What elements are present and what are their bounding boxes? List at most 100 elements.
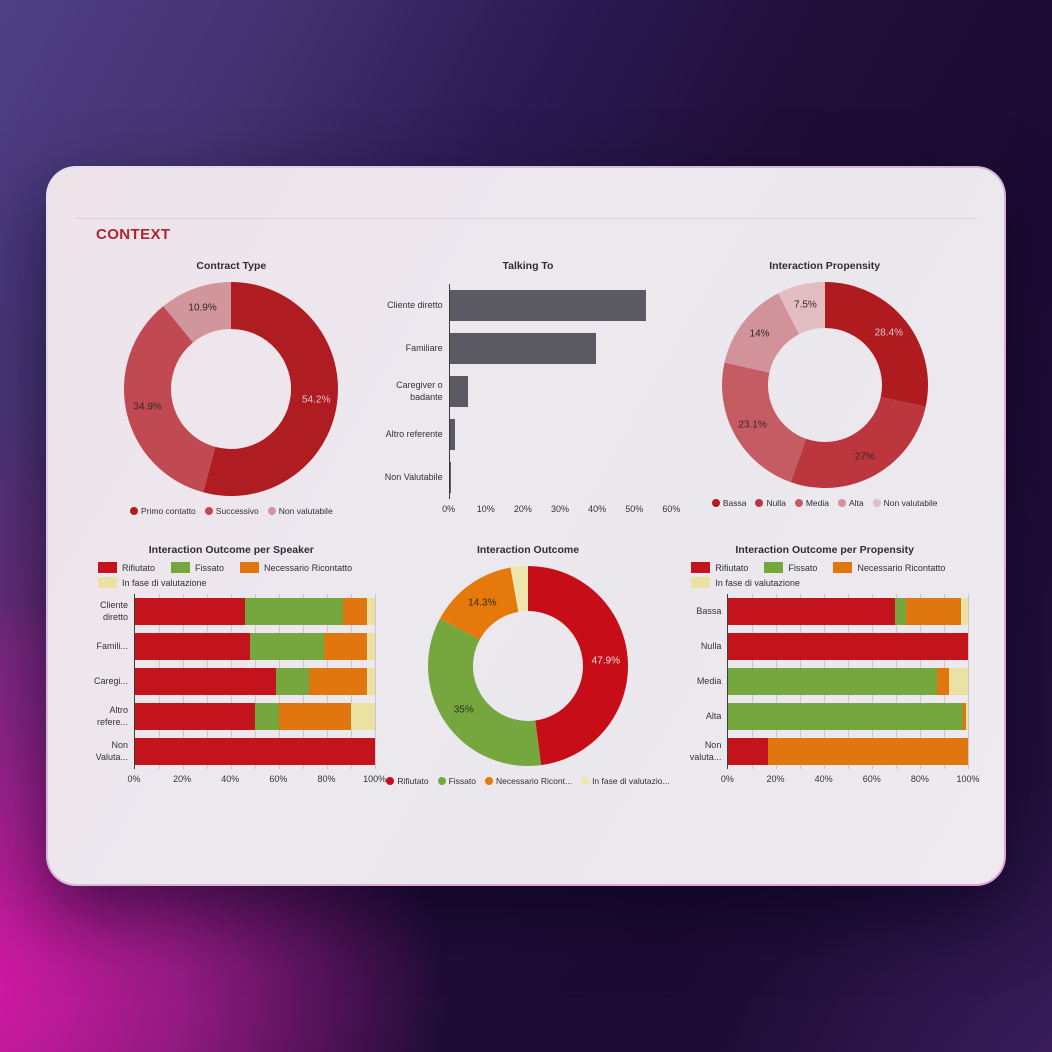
legend-swatch-icon	[171, 562, 191, 573]
bar-segment	[728, 598, 895, 625]
stacked-bar-chart: Cliente diretto Famili... Caregi... Altro r…	[88, 594, 386, 786]
gridline	[967, 594, 969, 769]
chart-title: Contract Type	[196, 260, 267, 272]
bar-segment	[135, 598, 246, 625]
axis-tick-label: 20%	[173, 774, 192, 784]
legend-dot-icon	[755, 499, 764, 507]
axis-tick-label: 60%	[662, 504, 681, 514]
legend-label: Necessario Ricont...	[496, 776, 573, 786]
bar-row	[135, 629, 375, 664]
bar-segment	[367, 633, 375, 660]
header-divider	[74, 218, 978, 219]
stacked-bar	[135, 668, 375, 695]
bar-segment	[905, 598, 961, 625]
bar-row	[449, 370, 672, 413]
donut-value-label: 23.1%	[738, 419, 767, 431]
stacked-bar	[135, 738, 375, 765]
axis-tick-label: 60%	[269, 774, 288, 784]
legend-dot-icon	[129, 507, 138, 515]
category-label: Nulla	[700, 640, 722, 651]
legend-item: Rifiutato	[691, 562, 748, 573]
legend-dot-icon	[794, 499, 803, 507]
legend-item: In fase di valutazione	[98, 577, 207, 588]
bar-row	[728, 629, 968, 664]
bar-segment	[728, 668, 937, 695]
donut-value-label: 54.2%	[301, 394, 331, 406]
axis-ticks: 0% 20% 40% 60% 80% 100%	[127, 774, 386, 786]
bar	[449, 333, 596, 364]
bar-segment	[728, 633, 968, 660]
dashboard-card-border: CONTEXT Contract Type 54.2% 34.9% 10.9% Pri…	[46, 166, 1006, 886]
legend-label: Alta	[848, 498, 864, 508]
chart-outcome-per-propensity: Interaction Outcome per Propensity Rifiu…	[681, 544, 980, 786]
legend-swatch-icon	[691, 562, 711, 573]
bar-segment	[324, 633, 368, 660]
donut-segment	[163, 282, 232, 343]
donut-legend: Primo contatto Successivo Non valutabile	[88, 506, 375, 516]
donut-segment	[203, 282, 339, 496]
legend-item: In fase di valutazio...	[581, 776, 670, 786]
bar-row	[728, 594, 968, 629]
legend-label: Rifiutato	[397, 776, 429, 786]
bar-segment	[135, 703, 255, 730]
legend-swatch-icon	[691, 577, 711, 588]
donut-value-label: 14%	[749, 328, 770, 340]
bar-segment	[728, 738, 768, 765]
axis-tick-label: 80%	[910, 774, 929, 784]
bar	[449, 376, 469, 407]
stacked-bar	[135, 598, 375, 625]
donut-value-label: 14.3%	[468, 597, 497, 609]
category-labels: Cliente diretto Familiare Caregiver o bada…	[385, 284, 449, 516]
category-label: Altro referente	[385, 428, 443, 439]
legend-item: Media	[794, 498, 829, 508]
bar-segment	[767, 738, 968, 765]
donut-value-label: 47.9%	[591, 655, 620, 667]
legend-swatch-icon	[98, 562, 117, 573]
donut-value-label: 34.9%	[133, 401, 162, 413]
bar-chart: Cliente diretto Familiare Caregiver o bada…	[385, 284, 680, 516]
category-label: Famili...	[96, 640, 129, 651]
chart-interaction-propensity: Interaction Propensity 28.4% 27% 23.1% 14% 7…	[681, 260, 968, 516]
axis-tick-label: 60%	[862, 774, 881, 784]
donut-segment	[510, 566, 528, 612]
dashboard-card: CONTEXT Contract Type 54.2% 34.9% 10.9% Pri…	[48, 168, 1004, 884]
chart-title: Talking To	[502, 260, 554, 272]
bar-segment	[276, 668, 309, 695]
category-label: Cliente diretto	[99, 600, 128, 622]
bar	[449, 462, 451, 493]
bar-segment	[965, 703, 968, 730]
axis-tick-label: 40%	[588, 504, 607, 514]
bar-row	[449, 456, 672, 499]
category-label: Non Valuta...	[95, 740, 128, 762]
legend-item: Fissato	[437, 776, 476, 786]
chart-interaction-outcome: Interaction Outcome 47.9% 35% 14.3% Rifiuta…	[385, 544, 672, 786]
chart-talking-to: Talking To Cliente diretto Familiare Careg…	[385, 260, 681, 516]
bar-row	[135, 699, 375, 734]
stacked-bar	[135, 703, 375, 730]
bar-segment	[960, 598, 968, 625]
donut-value-label: 10.9%	[188, 302, 217, 314]
bar-row	[449, 284, 672, 327]
donut-legend: Bassa Nulla Media Alta Non valutabile	[681, 498, 968, 508]
bar-segment	[936, 668, 949, 695]
donut-segment	[790, 397, 926, 488]
bar-row	[449, 327, 672, 370]
bar-segment	[278, 703, 351, 730]
donut: 54.2% 34.9% 10.9%	[124, 282, 339, 496]
donut-value-label: 35%	[453, 704, 474, 716]
legend-label: Necessario Ricontatto	[264, 562, 353, 573]
legend-dot-icon	[386, 777, 395, 785]
legend-item: Successivo	[204, 506, 259, 516]
bar-segment	[728, 703, 964, 730]
legend-item: Alta	[837, 498, 864, 508]
chart-title: Interaction Outcome per Speaker	[148, 544, 314, 556]
axis-tick-label: 100%	[956, 774, 980, 784]
legend-swatch-icon	[833, 562, 853, 573]
donut-segment	[724, 293, 799, 373]
legend-label: Media	[805, 498, 829, 508]
bar-segment	[135, 668, 277, 695]
bar-segment	[135, 633, 251, 660]
stacked-legend: Rifiutato Fissato Necessario Ricontatto In …	[98, 562, 375, 588]
category-label: Bassa	[696, 605, 722, 616]
category-label: Familiare	[405, 342, 443, 353]
